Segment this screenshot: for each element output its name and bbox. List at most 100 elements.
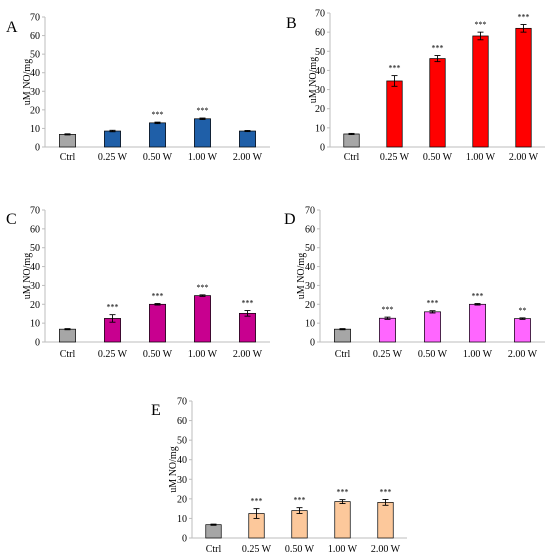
y-tick-label: 20 — [30, 105, 40, 116]
y-tick-label: 50 — [30, 50, 40, 61]
x-tick-label: 0.25 W — [242, 544, 272, 555]
bar — [194, 295, 211, 343]
x-tick-label: Ctrl — [335, 349, 351, 360]
bar — [59, 134, 76, 148]
y-tick-label: 40 — [30, 262, 40, 273]
y-tick-label: 30 — [315, 85, 325, 96]
panel-letter: D — [284, 211, 296, 228]
bar — [334, 328, 351, 343]
x-tick-label: 2.00 W — [371, 544, 401, 555]
bar — [149, 122, 166, 148]
significance-marker: *** — [337, 488, 349, 497]
y-tick-label: 70 — [30, 13, 40, 24]
y-tick-label: 20 — [305, 300, 315, 311]
y-tick-label: 40 — [177, 455, 187, 466]
y-tick-label: 30 — [177, 475, 187, 486]
bar — [424, 311, 441, 343]
bar — [334, 501, 351, 539]
y-tick-label: 10 — [177, 514, 187, 525]
x-tick-label: Ctrl — [60, 349, 76, 360]
significance-marker: *** — [294, 496, 306, 505]
y-tick-label: 10 — [30, 319, 40, 330]
y-tick-label: 0 — [310, 338, 315, 349]
bar — [194, 118, 211, 148]
y-tick-label: 30 — [305, 281, 315, 292]
y-tick-label: 70 — [30, 206, 40, 217]
x-tick-label: 1.00 W — [463, 349, 493, 360]
significance-marker: *** — [251, 497, 263, 506]
panel-c: C 0 10 20 30 40 50 60 70 uM NO/mg Ctrl *** 0.25 W ***… — [6, 206, 270, 360]
bar — [239, 130, 256, 148]
x-tick-label: 1.00 W — [188, 152, 218, 163]
x-tick-label: 0.50 W — [143, 152, 173, 163]
x-tick-label: 0.50 W — [418, 349, 448, 360]
significance-marker: *** — [107, 303, 119, 312]
y-tick-label: 10 — [315, 123, 325, 134]
y-tick-label: 60 — [30, 31, 40, 42]
y-tick-label: 30 — [30, 87, 40, 98]
y-tick-label: 20 — [30, 300, 40, 311]
panel-e: E 0 10 20 30 40 50 60 70 uM NO/mg Ctrl *** 0.25 W ***… — [151, 397, 407, 555]
y-tick-label: 0 — [182, 534, 187, 545]
significance-marker: *** — [197, 283, 209, 292]
y-tick-label: 50 — [30, 243, 40, 254]
x-tick-label: 0.25 W — [98, 152, 128, 163]
y-tick-label: 70 — [315, 9, 325, 20]
bar — [469, 303, 486, 343]
y-tick-label: 40 — [30, 68, 40, 79]
y-tick-label: 60 — [305, 224, 315, 235]
significance-marker: *** — [152, 110, 164, 119]
y-tick-label: 10 — [30, 124, 40, 135]
x-tick-label: 0.50 W — [285, 544, 315, 555]
y-axis-label: uM NO/mg — [296, 253, 307, 299]
significance-marker: *** — [472, 292, 484, 301]
bar — [59, 328, 76, 343]
y-tick-label: 60 — [30, 224, 40, 235]
significance-marker: *** — [389, 64, 401, 73]
x-tick-label: 2.00 W — [233, 152, 263, 163]
bar — [104, 130, 121, 148]
significance-marker: *** — [197, 106, 209, 115]
panel-a: A 0 10 20 30 40 50 60 70 uM NO/mg Ctrl 0.25 W *** 0.5… — [6, 13, 270, 163]
significance-marker: *** — [380, 487, 392, 496]
x-tick-label: 1.00 W — [328, 544, 358, 555]
y-tick-label: 20 — [177, 494, 187, 505]
bar — [291, 510, 308, 539]
y-axis-label: uM NO/mg — [308, 57, 319, 103]
panel-letter: B — [286, 15, 297, 32]
y-tick-label: 70 — [305, 206, 315, 217]
x-tick-label: Ctrl — [344, 152, 360, 163]
panel-letter: C — [6, 211, 17, 228]
x-tick-label: 0.25 W — [380, 152, 410, 163]
y-tick-label: 60 — [177, 416, 187, 427]
x-tick-label: 0.50 W — [143, 349, 173, 360]
y-tick-label: 20 — [315, 104, 325, 115]
y-tick-label: 50 — [315, 47, 325, 58]
x-tick-label: 1.00 W — [466, 152, 496, 163]
significance-marker: *** — [427, 299, 439, 308]
significance-marker: ** — [519, 306, 527, 315]
x-tick-label: 2.00 W — [508, 349, 538, 360]
bar — [379, 317, 396, 343]
y-tick-label: 30 — [30, 281, 40, 292]
panel-b: B 0 10 20 30 40 50 60 70 uM NO/mg Ctrl *** 0.25 W ***… — [286, 9, 545, 163]
significance-marker: *** — [475, 20, 487, 29]
y-tick-label: 40 — [305, 262, 315, 273]
y-tick-label: 0 — [35, 143, 40, 154]
y-tick-label: 0 — [320, 143, 325, 154]
y-tick-label: 50 — [177, 436, 187, 447]
x-tick-label: 1.00 W — [188, 349, 218, 360]
significance-marker: *** — [242, 299, 254, 308]
y-tick-label: 60 — [315, 28, 325, 39]
significance-marker: *** — [382, 305, 394, 314]
x-tick-label: Ctrl — [60, 152, 76, 163]
bar — [515, 27, 532, 148]
bar — [343, 133, 360, 148]
bar — [472, 35, 489, 148]
x-tick-label: 0.25 W — [98, 349, 128, 360]
x-tick-label: Ctrl — [206, 544, 222, 555]
bar — [386, 80, 403, 148]
y-tick-label: 0 — [35, 338, 40, 349]
